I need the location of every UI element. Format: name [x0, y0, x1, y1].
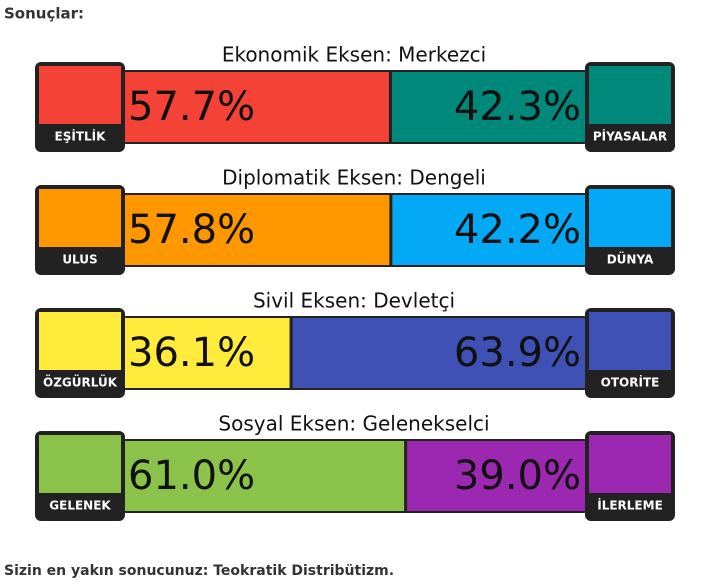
right-bar — [291, 318, 585, 388]
heading: Sonuçlar: — [4, 5, 84, 23]
closest-result: Sizin en yakın sonucunuz: Teokratik Dist… — [4, 563, 394, 579]
left-bar — [125, 72, 391, 142]
left-percent: 57.8% — [128, 207, 255, 253]
right-icon-label: OTORİTE — [601, 375, 660, 390]
left-icon-label: ÖZGÜRLÜK — [43, 375, 118, 390]
right-icon-label: İLERLEME — [597, 498, 663, 513]
right-icon-bg — [589, 435, 671, 493]
left-icon-bg — [39, 435, 121, 493]
axis-title: Sivil Eksen: Devletçi — [253, 289, 455, 313]
left-percent: 57.7% — [128, 84, 255, 130]
right-icon-bg — [589, 312, 671, 370]
right-icon-bg — [589, 189, 671, 247]
right-percent: 42.2% — [454, 207, 581, 253]
right-percent: 63.9% — [454, 330, 581, 376]
right-icon-bg — [589, 66, 671, 124]
left-percent: 36.1% — [128, 330, 255, 376]
left-icon-bg — [39, 66, 121, 124]
axis-title: Sosyal Eksen: Gelenekselci — [218, 412, 489, 436]
right-icon-label: PİYASALAR — [593, 129, 667, 144]
left-bar — [125, 195, 391, 265]
right-bar — [405, 441, 585, 511]
left-bar — [125, 441, 406, 511]
left-icon-bg — [39, 189, 121, 247]
axis-title: Diplomatik Eksen: Dengeli — [222, 166, 486, 190]
right-bar — [390, 195, 585, 265]
left-icon-bg — [39, 312, 121, 370]
right-icon-label: DÜNYA — [607, 252, 654, 267]
left-percent: 61.0% — [128, 453, 255, 499]
left-icon-label: ULUS — [62, 253, 97, 267]
left-bar — [125, 318, 292, 388]
right-percent: 39.0% — [454, 453, 581, 499]
right-percent: 42.3% — [454, 84, 581, 130]
right-bar — [390, 72, 585, 142]
axis-title: Ekonomik Eksen: Merkezci — [222, 43, 486, 67]
left-icon-label: EŞİTLİK — [55, 129, 107, 144]
left-icon-label: GELENEK — [49, 499, 111, 513]
